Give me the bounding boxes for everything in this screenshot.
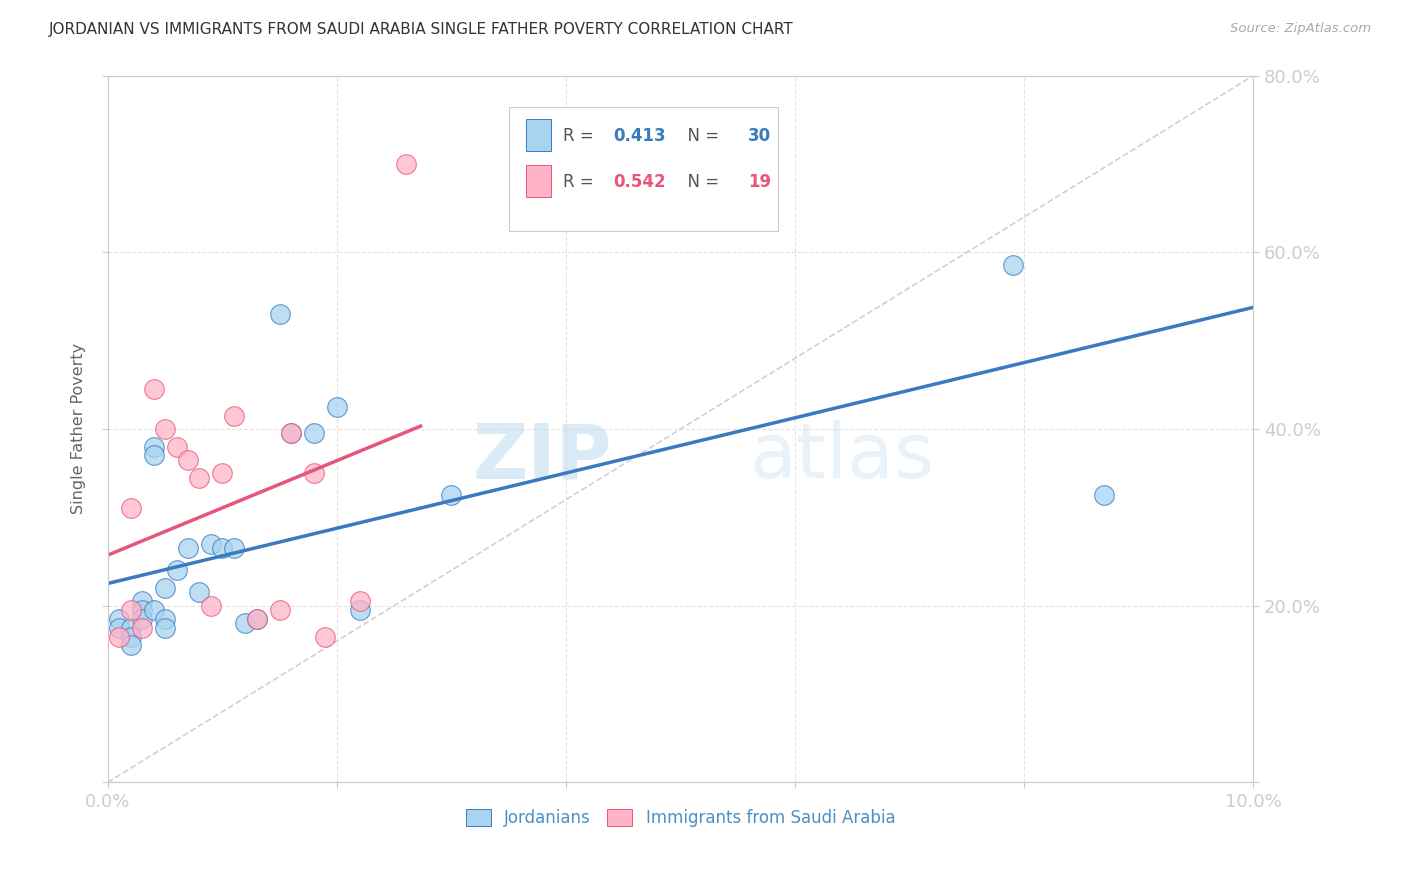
Point — [131, 612, 153, 626]
Point — [302, 426, 325, 441]
Point — [142, 603, 165, 617]
Point — [131, 621, 153, 635]
Point — [1094, 488, 1116, 502]
Point — [120, 639, 142, 653]
Point — [108, 630, 131, 644]
Point — [188, 470, 211, 484]
Text: 0.413: 0.413 — [613, 127, 665, 145]
Point — [153, 612, 176, 626]
Point — [246, 612, 269, 626]
Text: 30: 30 — [748, 127, 772, 145]
Point — [233, 616, 256, 631]
Point — [120, 621, 142, 635]
Point — [269, 307, 291, 321]
Point — [222, 409, 245, 423]
Text: ZIP: ZIP — [472, 420, 612, 494]
Point — [120, 603, 142, 617]
Point — [326, 400, 349, 414]
Point — [153, 621, 176, 635]
Text: N =: N = — [678, 127, 724, 145]
Text: R =: R = — [562, 172, 599, 191]
Text: N =: N = — [678, 172, 724, 191]
Text: atlas: atlas — [749, 420, 934, 494]
Point — [188, 585, 211, 599]
Point — [349, 603, 371, 617]
FancyBboxPatch shape — [526, 120, 551, 151]
Text: R =: R = — [562, 127, 599, 145]
Point — [166, 563, 188, 577]
Text: 0.542: 0.542 — [613, 172, 665, 191]
Point — [1001, 259, 1024, 273]
Point — [314, 630, 336, 644]
Point — [200, 599, 222, 613]
Point — [153, 581, 176, 595]
Point — [222, 541, 245, 556]
Point — [280, 426, 302, 441]
Point — [177, 541, 200, 556]
FancyBboxPatch shape — [526, 165, 551, 197]
Point — [211, 541, 233, 556]
Point — [153, 422, 176, 436]
Point — [108, 621, 131, 635]
Y-axis label: Single Father Poverty: Single Father Poverty — [72, 343, 86, 515]
Point — [131, 594, 153, 608]
Legend: Jordanians, Immigrants from Saudi Arabia: Jordanians, Immigrants from Saudi Arabia — [460, 803, 903, 834]
Point — [440, 488, 463, 502]
FancyBboxPatch shape — [509, 107, 778, 231]
Point — [120, 630, 142, 644]
Point — [269, 603, 291, 617]
Point — [280, 426, 302, 441]
Point — [211, 466, 233, 480]
Point — [177, 453, 200, 467]
Point — [120, 501, 142, 516]
Point — [166, 440, 188, 454]
Text: 19: 19 — [748, 172, 772, 191]
Point — [200, 537, 222, 551]
Text: Source: ZipAtlas.com: Source: ZipAtlas.com — [1230, 22, 1371, 36]
Point — [142, 382, 165, 396]
Point — [246, 612, 269, 626]
Point — [108, 612, 131, 626]
Point — [349, 594, 371, 608]
Point — [395, 157, 418, 171]
Point — [142, 449, 165, 463]
Point — [131, 603, 153, 617]
Point — [302, 466, 325, 480]
Text: JORDANIAN VS IMMIGRANTS FROM SAUDI ARABIA SINGLE FATHER POVERTY CORRELATION CHAR: JORDANIAN VS IMMIGRANTS FROM SAUDI ARABI… — [49, 22, 794, 37]
Point — [142, 440, 165, 454]
